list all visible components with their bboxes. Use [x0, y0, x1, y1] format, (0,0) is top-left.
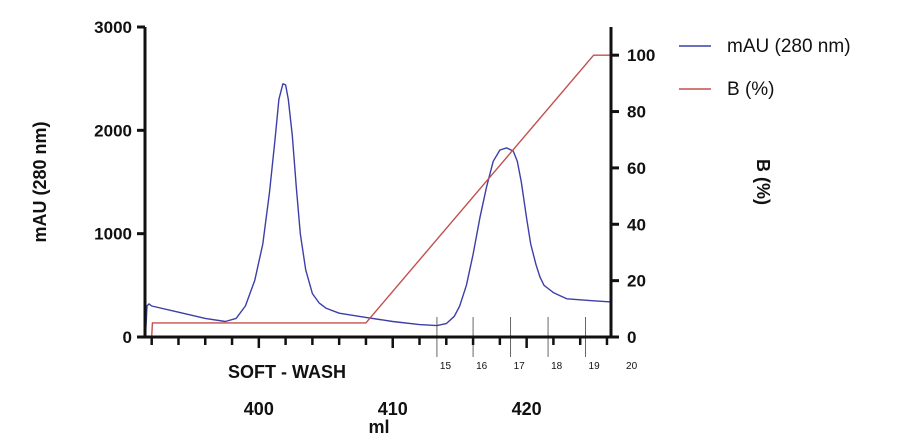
y2-tick-label: 80 — [627, 103, 646, 122]
fraction-label: 15 — [440, 361, 452, 372]
fraction-label: 19 — [589, 361, 601, 372]
series-lines — [144, 54, 612, 338]
legend-label-mau: mAU (280 nm) — [727, 36, 851, 57]
x-tick-label: 420 — [512, 399, 542, 419]
y2-tick-label: 60 — [627, 159, 646, 178]
legend: mAU (280 nm) B (%) — [679, 36, 851, 100]
fraction-label: 20 — [626, 361, 638, 372]
ticks: 0 1000 2000 3000 0 20 40 60 80 100 400 410 420 — [94, 18, 655, 419]
y2-tick-label: 0 — [627, 328, 636, 347]
y2-tick-label: 40 — [627, 215, 646, 234]
legend-label-b: B (%) — [727, 79, 775, 100]
fraction-label: 17 — [514, 361, 526, 372]
axes — [143, 27, 613, 339]
x-tick-label: 400 — [244, 399, 274, 419]
x-tick-label: 410 — [378, 399, 408, 419]
y2-tick-label: 20 — [627, 272, 646, 291]
y-tick-label: 0 — [123, 328, 132, 347]
y2-tick-label: 100 — [627, 46, 655, 65]
soft-wash-annotation: SOFT - WASH — [228, 362, 346, 382]
y-tick-label: 3000 — [94, 18, 132, 37]
y-axis-title: mAU (280 nm) — [30, 121, 50, 242]
x-axis-title: ml — [368, 417, 389, 437]
fraction-label: 18 — [551, 361, 563, 372]
y-tick-label: 2000 — [94, 121, 132, 140]
y2-axis-title: B (%) — [753, 159, 773, 205]
fraction-label: 16 — [476, 361, 488, 372]
y-tick-label: 1000 — [94, 225, 132, 244]
series-line-mau — [144, 83, 612, 333]
series-line-b — [145, 54, 611, 338]
